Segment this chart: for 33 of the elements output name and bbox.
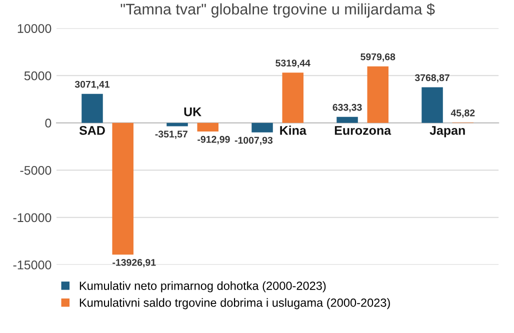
y-tick-label: 0: [45, 118, 52, 128]
data-label: 45,82: [450, 109, 475, 118]
bar: [112, 122, 134, 255]
legend-label: Kumulativni saldo trgovine dobrima i uslugama (2000-2023): [80, 298, 390, 310]
data-label: -351,57: [155, 130, 188, 139]
y-tick-label: -5000: [20, 166, 52, 175]
bar: [82, 94, 103, 123]
x-tick-label: Japan: [430, 126, 465, 138]
data-label: 633,33: [332, 104, 362, 112]
legend-label: Kumulativ neto primarnog dohotka (2000-2023): [80, 281, 326, 292]
bar: [166, 122, 188, 126]
x-tick-label: Kina: [280, 126, 306, 135]
chart-title: "Tamna tvar" globalne trgovine u milijardama $: [120, 3, 435, 18]
data-label: -13926,91: [112, 259, 156, 268]
bar: [282, 72, 304, 123]
data-label: 3071,41: [74, 80, 110, 90]
data-label: 3768,87: [414, 74, 450, 83]
bar: [336, 116, 358, 123]
y-tick-label: 5000: [24, 71, 52, 80]
x-tick-label: UK: [184, 108, 202, 116]
bar: [197, 122, 218, 132]
data-label: -912,99: [198, 136, 230, 144]
data-label: 5319,44: [276, 60, 310, 68]
bar: [422, 87, 443, 123]
y-tick-label: 10000: [18, 24, 52, 33]
data-label: 5979,68: [360, 53, 396, 62]
bar: [367, 66, 388, 123]
x-tick-label: Eurozona: [334, 126, 392, 135]
y-tick-label: -15000: [13, 260, 52, 270]
y-tick-label: -10000: [13, 213, 52, 222]
x-tick-label: SAD: [79, 126, 105, 135]
bar: [252, 122, 273, 132]
data-label: -1007,93: [234, 136, 273, 146]
